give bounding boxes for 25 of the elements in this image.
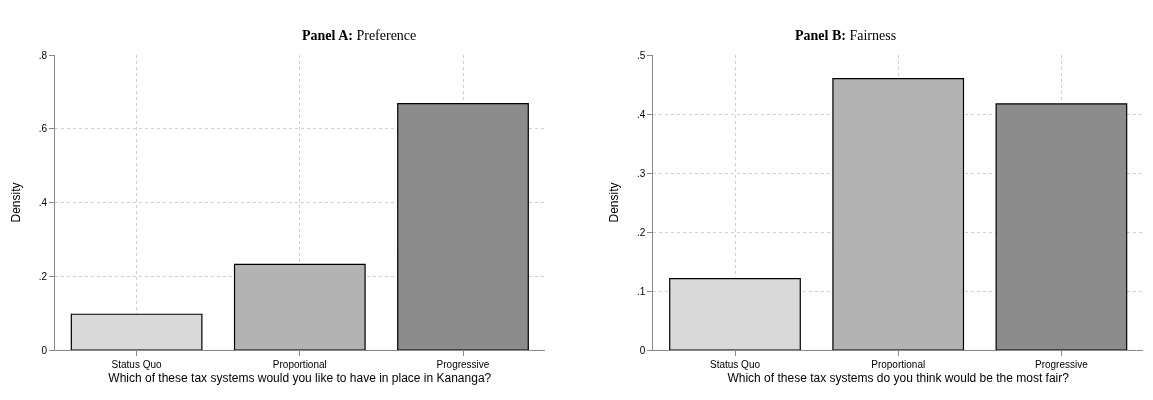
x-tick-label: Progressive	[1034, 359, 1089, 370]
y-tick-label: .4	[38, 197, 48, 208]
x-tick-label: Status Quo	[111, 359, 163, 370]
y-tick-label: .6	[38, 123, 48, 135]
y-tick-label: 0	[41, 344, 48, 356]
bar	[233, 263, 366, 350]
chart-title: Panel A: Preference	[302, 28, 417, 43]
chart-title: Panel B: Fairness	[795, 28, 897, 43]
bar	[832, 78, 965, 350]
y-tick-label: .1	[637, 285, 646, 297]
y-tick-label: .2	[38, 270, 48, 282]
x-tick-label: Status Quo	[709, 359, 761, 370]
y-tick-label: .4	[637, 108, 646, 120]
y-tick-label: .5	[637, 49, 646, 61]
y-tick-label: .2	[637, 226, 646, 238]
y-tick-label: .8	[38, 49, 48, 61]
x-axis-title: Which of these tax systems would you like to have in place in Kananga?	[108, 370, 492, 385]
x-tick-label: Proportional	[272, 359, 327, 370]
y-axis-title: Density	[607, 182, 622, 223]
y-tick-label: .3	[637, 167, 646, 179]
x-axis-title: Which of these tax systems do you think would be the most fair?	[727, 370, 1070, 385]
x-tick-label: Progressive	[436, 359, 490, 370]
x-tick-label: Proportional	[871, 359, 926, 370]
y-tick-label: 0	[639, 344, 646, 356]
y-axis-title: Density	[8, 182, 23, 223]
